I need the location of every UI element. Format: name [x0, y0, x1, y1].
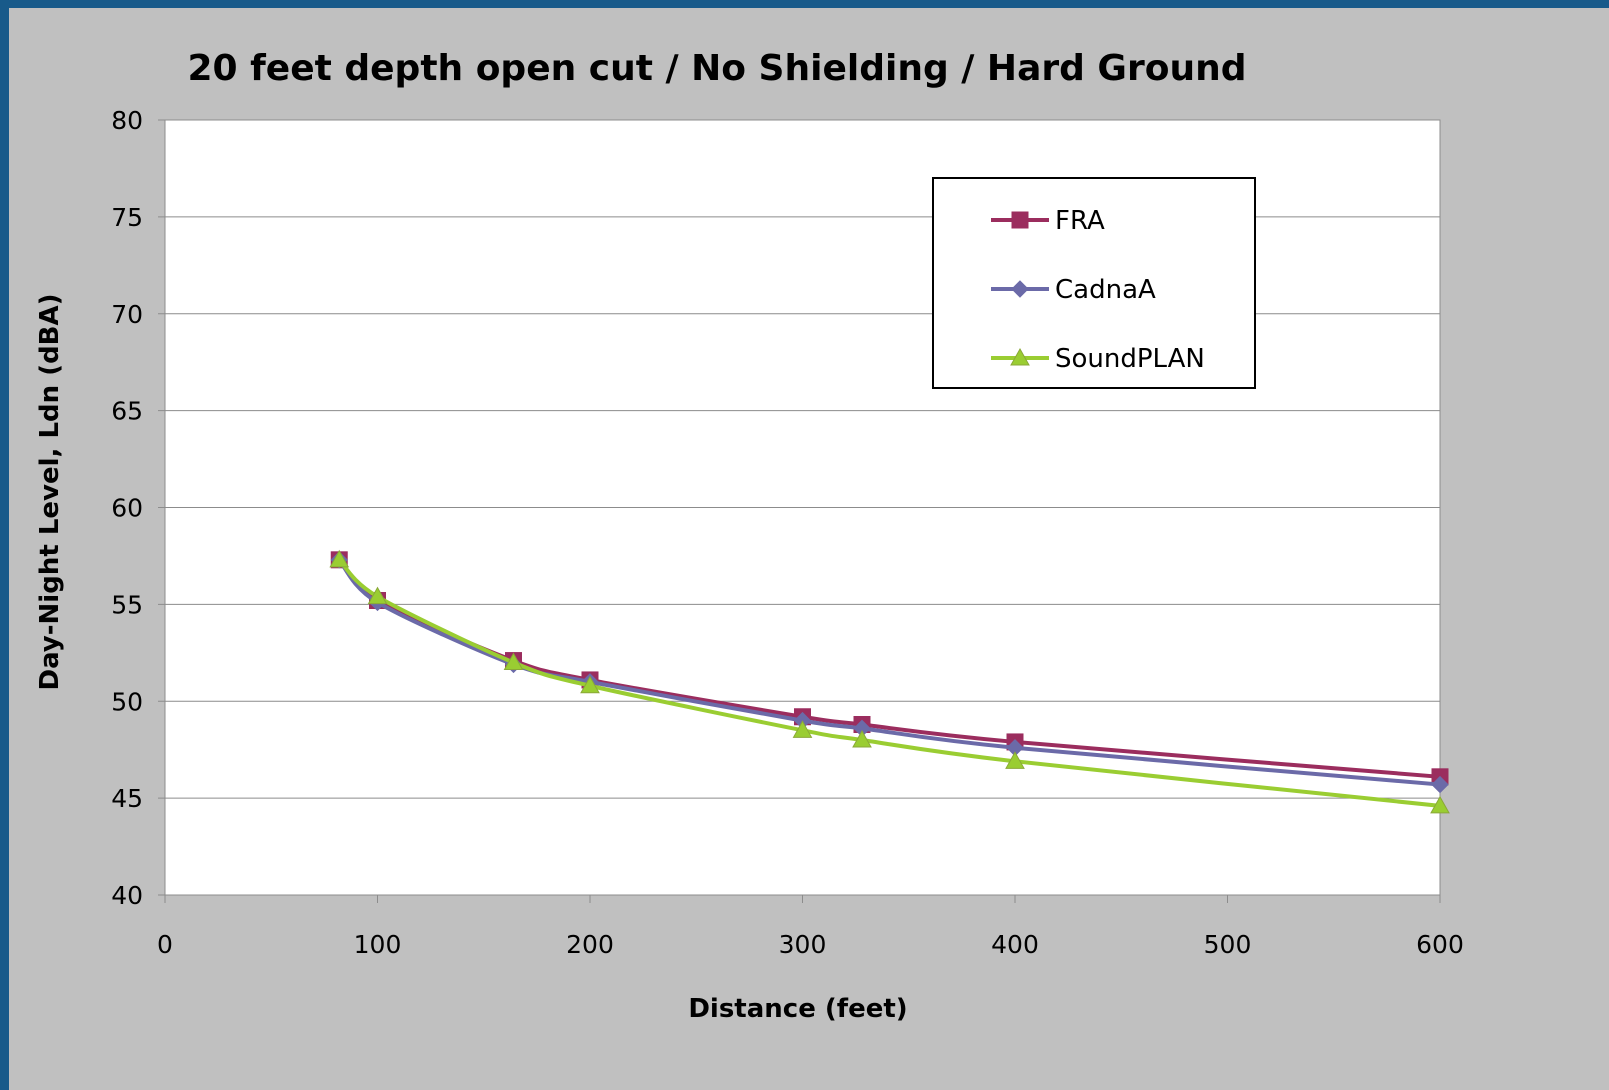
data-point	[792, 720, 813, 738]
data-point	[329, 549, 350, 568]
series-soundplan	[329, 549, 1450, 814]
series-line	[337, 558, 1441, 787]
legend-label: SoundPLAN	[1055, 344, 1205, 374]
y-tick-label: 60	[111, 494, 143, 523]
chart-frame: 20 feet depth open cut / No Shielding / …	[9, 8, 1609, 1090]
y-tick-label: 45	[111, 784, 143, 813]
x-tick-label: 0	[157, 930, 173, 959]
y-tick-labels: 40 45 50 55 60 65 70 75 80	[111, 106, 143, 910]
x-tick-label: 500	[1204, 930, 1252, 959]
axes	[158, 119, 1441, 903]
legend-item: SoundPLAN	[991, 344, 1205, 374]
chart-title: 20 feet depth open cut / No Shielding / …	[188, 48, 1247, 89]
x-tick-label: 400	[991, 930, 1039, 959]
data-point	[580, 675, 600, 694]
legend-label: FRA	[1055, 206, 1105, 236]
legend-marker	[1011, 280, 1029, 298]
y-axis-title: Day-Night Level, Ldn (dBA)	[35, 293, 65, 690]
data-point	[1431, 775, 1449, 794]
legend-item: CadnaA	[991, 275, 1156, 305]
data-point	[1430, 795, 1450, 814]
x-tick-label: 300	[779, 930, 827, 959]
y-tick-label: 55	[111, 590, 143, 619]
legend-marker	[1010, 347, 1030, 366]
x-tick-label: 600	[1416, 930, 1464, 959]
x-tick-label: 100	[354, 930, 402, 959]
y-tick-label: 65	[111, 397, 143, 426]
line-chart: 20 feet depth open cut / No Shielding / …	[35, 48, 1464, 1024]
data-point	[852, 729, 872, 748]
y-tick-label: 50	[111, 687, 143, 716]
y-tick-label: 70	[111, 300, 143, 329]
y-tick-label: 40	[111, 881, 143, 910]
y-tick-label: 75	[111, 203, 143, 232]
x-axis-title: Distance (feet)	[688, 994, 907, 1024]
data-point	[367, 586, 388, 605]
data-point	[503, 652, 524, 670]
legend-marker	[1011, 211, 1029, 229]
legend-items: FRA CadnaA SoundPLAN	[991, 206, 1205, 374]
legend: FRA CadnaA SoundPLAN	[932, 177, 1256, 389]
y-tick-label: 80	[111, 106, 143, 135]
legend-label: CadnaA	[1055, 275, 1156, 305]
legend-box	[932, 177, 1256, 389]
data-point	[1005, 751, 1025, 769]
x-tick-labels: 0 100 200 300 400 500 600	[157, 930, 1464, 959]
series-layer	[329, 549, 1450, 814]
x-tick-label: 200	[566, 930, 614, 959]
legend-item: FRA	[991, 206, 1105, 236]
